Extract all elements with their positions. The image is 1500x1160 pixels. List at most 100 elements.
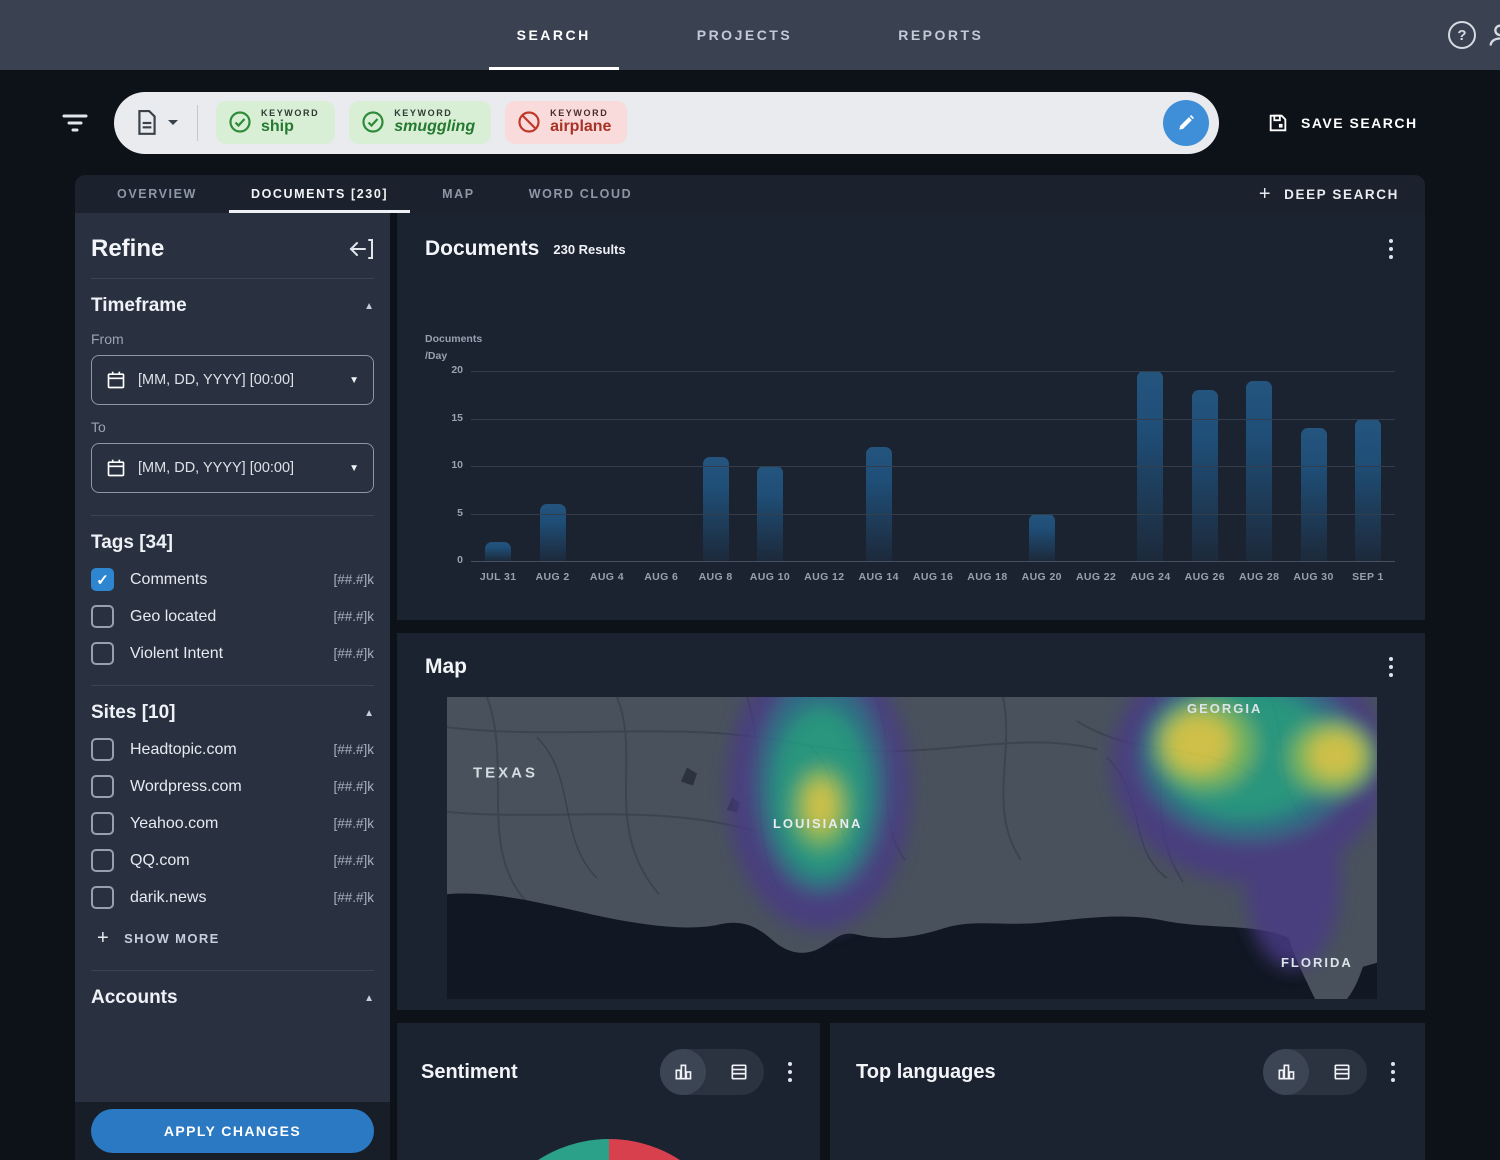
site-label: darik.news [130, 888, 207, 906]
checkbox-wordpress[interactable] [91, 775, 114, 798]
kebab-menu-icon[interactable] [1385, 653, 1397, 681]
save-search-button[interactable]: SAVE SEARCH [1267, 112, 1418, 134]
tab-documents[interactable]: DOCUMENTS [230] [228, 175, 411, 213]
sentiment-view-toggle [660, 1049, 764, 1095]
nav-tab-projects[interactable]: PROJECTS [696, 27, 793, 43]
x-tick-label: JUL 31 [479, 571, 517, 583]
checkbox-qq[interactable] [91, 849, 114, 872]
tag-count: [##.#]k [333, 572, 374, 587]
x-tick-label: AUG 20 [1021, 571, 1062, 583]
checkbox-geo-located[interactable] [91, 605, 114, 628]
nav-tab-reports[interactable]: REPORTS [898, 27, 984, 43]
bar-aug-20[interactable] [1028, 513, 1055, 561]
x-tick-label: AUG 12 [804, 571, 845, 583]
tab-map[interactable]: MAP [442, 187, 475, 201]
map-panel: Map [397, 633, 1425, 1010]
x-tick-label: AUG 26 [1184, 571, 1226, 583]
site-row-yeahoo: Yeahoo.com [##.#]k [91, 812, 374, 835]
bar-aug-8[interactable] [702, 456, 729, 561]
checkbox-yeahoo[interactable] [91, 812, 114, 835]
sentiment-pie[interactable] [478, 1139, 739, 1160]
refine-sidebar: Refine Timeframe ▲ From [MM, DD, YYYY] [… [75, 213, 390, 1160]
filter-icon[interactable] [60, 112, 90, 134]
tag-label: Comments [130, 570, 208, 588]
nav-tab-search[interactable]: SEARCH [488, 0, 619, 70]
tag-label: Geo located [130, 607, 217, 625]
chip-value: airplane [550, 118, 612, 136]
from-label: From [91, 331, 124, 347]
site-count: [##.#]k [333, 890, 374, 905]
divider [91, 685, 374, 686]
tag-label: Violent Intent [130, 644, 224, 662]
bar-aug-28[interactable] [1246, 380, 1273, 561]
to-date-placeholder: [MM, DD, YYYY] [00:00] [138, 460, 295, 476]
map-label-florida: FLORIDA [1281, 955, 1353, 970]
documents-panel-title: Documents [425, 237, 540, 260]
show-more-button[interactable]: + SHOW MORE [97, 927, 374, 950]
collapse-sites-icon[interactable]: ▲ [364, 707, 374, 719]
deep-search-button[interactable]: + DEEP SEARCH [1259, 183, 1399, 206]
bar-chart-icon [675, 1064, 692, 1080]
x-tick-label: AUG 2 [535, 571, 570, 583]
x-tick-label: AUG 22 [1075, 571, 1117, 583]
from-date-placeholder: [MM, DD, YYYY] [00:00] [138, 372, 295, 388]
collapse-timeframe-icon[interactable]: ▲ [364, 300, 374, 312]
y-tick-label: 5 [457, 506, 463, 519]
bar-sep-1[interactable] [1354, 418, 1381, 561]
chart-plot [471, 371, 1395, 562]
plus-icon: + [1258, 182, 1273, 205]
map-label-louisiana: LOUISIANA [773, 816, 862, 831]
bar-jul-31[interactable] [485, 542, 512, 561]
x-tick-label: AUG 18 [967, 571, 1008, 583]
heat-blobs [727, 697, 1377, 969]
chevron-down-icon: ▼ [349, 462, 359, 474]
collapse-sidebar-icon[interactable] [348, 237, 374, 261]
site-row-qq: QQ.com [##.#]k [91, 849, 374, 872]
bar-aug-30[interactable] [1300, 428, 1327, 561]
chip-kind-label: KEYWORD [550, 108, 609, 119]
deep-search-label: DEEP SEARCH [1284, 186, 1399, 202]
bar-aug-26[interactable] [1191, 390, 1218, 561]
keyword-chip-smuggling[interactable]: KEYWORD smuggling [349, 101, 492, 144]
tag-row-comments: ✓ Comments [##.#]k [91, 568, 374, 591]
checkbox-comments[interactable]: ✓ [91, 568, 114, 591]
calendar-icon [107, 459, 125, 477]
bar-aug-14[interactable] [865, 447, 892, 561]
languages-view-toggle [1263, 1049, 1367, 1095]
keyword-chip-ship[interactable]: KEYWORD ship [216, 101, 336, 144]
table-view-button[interactable] [1319, 1049, 1365, 1095]
kebab-menu-icon[interactable] [1385, 235, 1397, 263]
kebab-menu-icon[interactable] [784, 1058, 796, 1086]
chevron-down-icon [168, 119, 178, 125]
apply-changes-button[interactable]: APPLY CHANGES [91, 1109, 374, 1153]
x-tick-label: AUG 4 [589, 571, 624, 583]
documents-panel: Documents 230 Results Documents /Day JUL… [397, 213, 1425, 620]
edit-search-button[interactable] [1163, 99, 1209, 146]
heatmap[interactable]: TEXAS LOUISIANA GEORGIA FLORIDA [447, 697, 1377, 999]
checkbox-violent-intent[interactable] [91, 642, 114, 665]
kebab-menu-icon[interactable] [1387, 1058, 1399, 1086]
help-icon[interactable]: ? [1448, 21, 1476, 49]
map-water [447, 893, 1315, 999]
apply-footer: APPLY CHANGES [75, 1102, 390, 1160]
site-label: Wordpress.com [130, 777, 242, 795]
checkbox-darik[interactable] [91, 886, 114, 909]
document-type-selector[interactable] [136, 109, 179, 136]
chip-value: ship [261, 118, 294, 136]
chart-view-button[interactable] [1263, 1049, 1309, 1095]
table-view-button[interactable] [716, 1049, 762, 1095]
map-panel-title: Map [425, 655, 467, 678]
to-date-input[interactable]: [MM, DD, YYYY] [00:00] ▼ [91, 443, 374, 493]
keyword-chip-airplane[interactable]: KEYWORD airplane [505, 101, 628, 144]
collapse-accounts-icon[interactable]: ▲ [364, 992, 374, 1004]
site-count: [##.#]k [333, 816, 374, 831]
tags-heading: Tags [34] [91, 532, 174, 553]
documents-bar-chart: Documents /Day JUL 31 AUG 2 AUG 4 AUG 6 AUG … [425, 271, 1397, 601]
user-icon-partial[interactable] [1486, 21, 1500, 49]
chart-view-button[interactable] [660, 1049, 706, 1095]
from-date-input[interactable]: [MM, DD, YYYY] [00:00] ▼ [91, 355, 374, 405]
tab-word-cloud[interactable]: WORD CLOUD [528, 187, 633, 201]
checkbox-headtopic[interactable] [91, 738, 114, 761]
tab-overview[interactable]: OVERVIEW [117, 187, 197, 201]
search-bar[interactable]: KEYWORD ship KEYWORD smuggling KEYWORD a… [114, 91, 1219, 154]
